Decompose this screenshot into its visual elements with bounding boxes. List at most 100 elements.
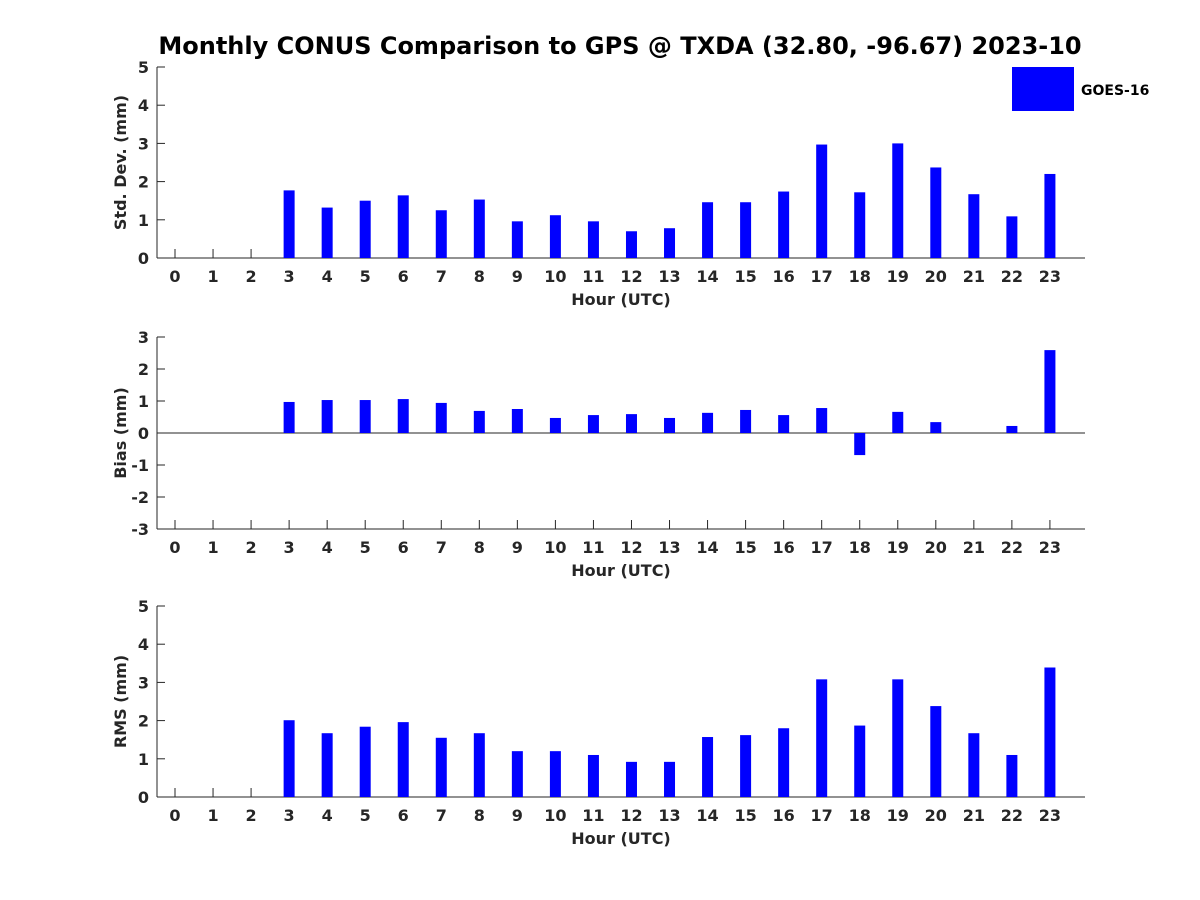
y-tick-label: 3 xyxy=(138,134,149,153)
bar-stddev-hour-7 xyxy=(435,210,447,258)
x-tick-label: 23 xyxy=(1039,806,1061,825)
legend-label: GOES-16 xyxy=(1081,83,1149,99)
y-tick-label: 3 xyxy=(138,328,149,347)
bar-bias-hour-3 xyxy=(283,401,295,433)
bar-bias-hour-9 xyxy=(511,409,523,433)
bar-bias-hour-10 xyxy=(549,417,561,433)
bar-bias-hour-19 xyxy=(892,411,904,433)
bar-bias-hour-18 xyxy=(854,433,866,456)
x-tick-label: 0 xyxy=(169,267,180,286)
bar-rms-hour-14 xyxy=(702,737,714,797)
x-tick-label: 9 xyxy=(512,267,523,286)
bar-stddev-hour-15 xyxy=(740,202,752,258)
x-tick-label: 9 xyxy=(512,538,523,557)
bar-rms-hour-18 xyxy=(854,725,866,797)
chart-title: Monthly CONUS Comparison to GPS @ TXDA (… xyxy=(158,32,1081,60)
bar-stddev-hour-13 xyxy=(664,228,676,258)
bar-stddev-hour-14 xyxy=(702,202,714,258)
y-tick-label: 5 xyxy=(138,58,149,77)
x-tick-label: 3 xyxy=(284,806,295,825)
y-tick-label: 3 xyxy=(138,673,149,692)
y-tick-label: 4 xyxy=(138,96,149,115)
x-tick-label: 21 xyxy=(963,267,985,286)
y-axis-label: RMS (mm) xyxy=(111,655,130,748)
bar-bias-hour-14 xyxy=(702,412,714,433)
bar-rms-hour-15 xyxy=(740,735,752,797)
bar-bias-hour-17 xyxy=(816,408,828,433)
bar-rms-hour-22 xyxy=(1006,754,1018,797)
x-tick-label: 1 xyxy=(207,806,218,825)
bar-rms-hour-6 xyxy=(397,722,409,797)
bar-bias-hour-22 xyxy=(1006,425,1018,433)
x-axis-label: Hour (UTC) xyxy=(571,829,671,848)
x-tick-label: 4 xyxy=(322,538,333,557)
bar-stddev-hour-6 xyxy=(397,195,409,258)
bar-stddev-hour-4 xyxy=(321,207,333,258)
x-tick-label: 23 xyxy=(1039,267,1061,286)
x-tick-label: 7 xyxy=(436,267,447,286)
x-tick-label: 17 xyxy=(811,538,833,557)
bar-bias-hour-5 xyxy=(359,400,371,433)
bar-rms-hour-8 xyxy=(473,733,485,797)
x-tick-label: 17 xyxy=(811,806,833,825)
x-tick-label: 7 xyxy=(436,806,447,825)
x-tick-label: 0 xyxy=(169,806,180,825)
y-tick-label: -1 xyxy=(131,456,149,475)
y-tick-label: 4 xyxy=(138,635,149,654)
x-tick-label: 11 xyxy=(582,538,604,557)
x-tick-label: 2 xyxy=(246,806,257,825)
bar-rms-hour-19 xyxy=(892,679,904,797)
x-tick-label: 2 xyxy=(246,538,257,557)
y-tick-label: 0 xyxy=(138,788,149,807)
bar-stddev-hour-19 xyxy=(892,143,904,258)
x-tick-label: 9 xyxy=(512,806,523,825)
bar-rms-hour-16 xyxy=(778,728,790,797)
x-tick-label: 4 xyxy=(322,267,333,286)
x-tick-label: 3 xyxy=(284,267,295,286)
x-tick-label: 7 xyxy=(436,538,447,557)
bar-bias-hour-15 xyxy=(740,409,752,433)
bar-stddev-hour-3 xyxy=(283,190,295,258)
bar-bias-hour-12 xyxy=(625,414,637,433)
bar-bias-hour-23 xyxy=(1044,350,1056,433)
x-tick-label: 14 xyxy=(696,806,718,825)
x-tick-label: 23 xyxy=(1039,538,1061,557)
x-tick-label: 19 xyxy=(887,806,909,825)
y-tick-label: -2 xyxy=(131,488,149,507)
x-tick-label: 11 xyxy=(582,806,604,825)
x-tick-label: 11 xyxy=(582,267,604,286)
bar-rms-hour-12 xyxy=(625,761,637,797)
x-axis-label: Hour (UTC) xyxy=(571,561,671,580)
x-tick-label: 2 xyxy=(246,267,257,286)
bar-rms-hour-11 xyxy=(587,754,599,797)
bar-stddev-hour-8 xyxy=(473,199,485,258)
bar-stddev-hour-9 xyxy=(511,221,523,258)
bar-rms-hour-4 xyxy=(321,733,333,797)
bar-rms-hour-10 xyxy=(549,751,561,797)
x-tick-label: 12 xyxy=(620,538,642,557)
x-tick-label: 1 xyxy=(207,538,218,557)
x-tick-label: 13 xyxy=(658,267,680,286)
x-tick-label: 14 xyxy=(696,538,718,557)
bar-bias-hour-8 xyxy=(473,410,485,433)
x-tick-label: 13 xyxy=(658,806,680,825)
x-tick-label: 5 xyxy=(360,538,371,557)
bar-rms-hour-20 xyxy=(930,706,942,797)
x-tick-label: 12 xyxy=(620,267,642,286)
x-tick-label: 8 xyxy=(474,267,485,286)
bar-rms-hour-7 xyxy=(435,737,447,797)
x-tick-label: 4 xyxy=(322,806,333,825)
bar-rms-hour-21 xyxy=(968,733,980,797)
x-tick-label: 1 xyxy=(207,267,218,286)
y-axis-label: Std. Dev. (mm) xyxy=(111,95,130,230)
bar-stddev-hour-22 xyxy=(1006,216,1018,258)
bar-bias-hour-20 xyxy=(930,422,942,433)
x-tick-label: 6 xyxy=(398,806,409,825)
x-tick-label: 20 xyxy=(925,538,947,557)
bar-stddev-hour-16 xyxy=(778,191,790,258)
x-tick-label: 0 xyxy=(169,538,180,557)
x-tick-label: 21 xyxy=(963,538,985,557)
bar-stddev-hour-10 xyxy=(549,215,561,258)
